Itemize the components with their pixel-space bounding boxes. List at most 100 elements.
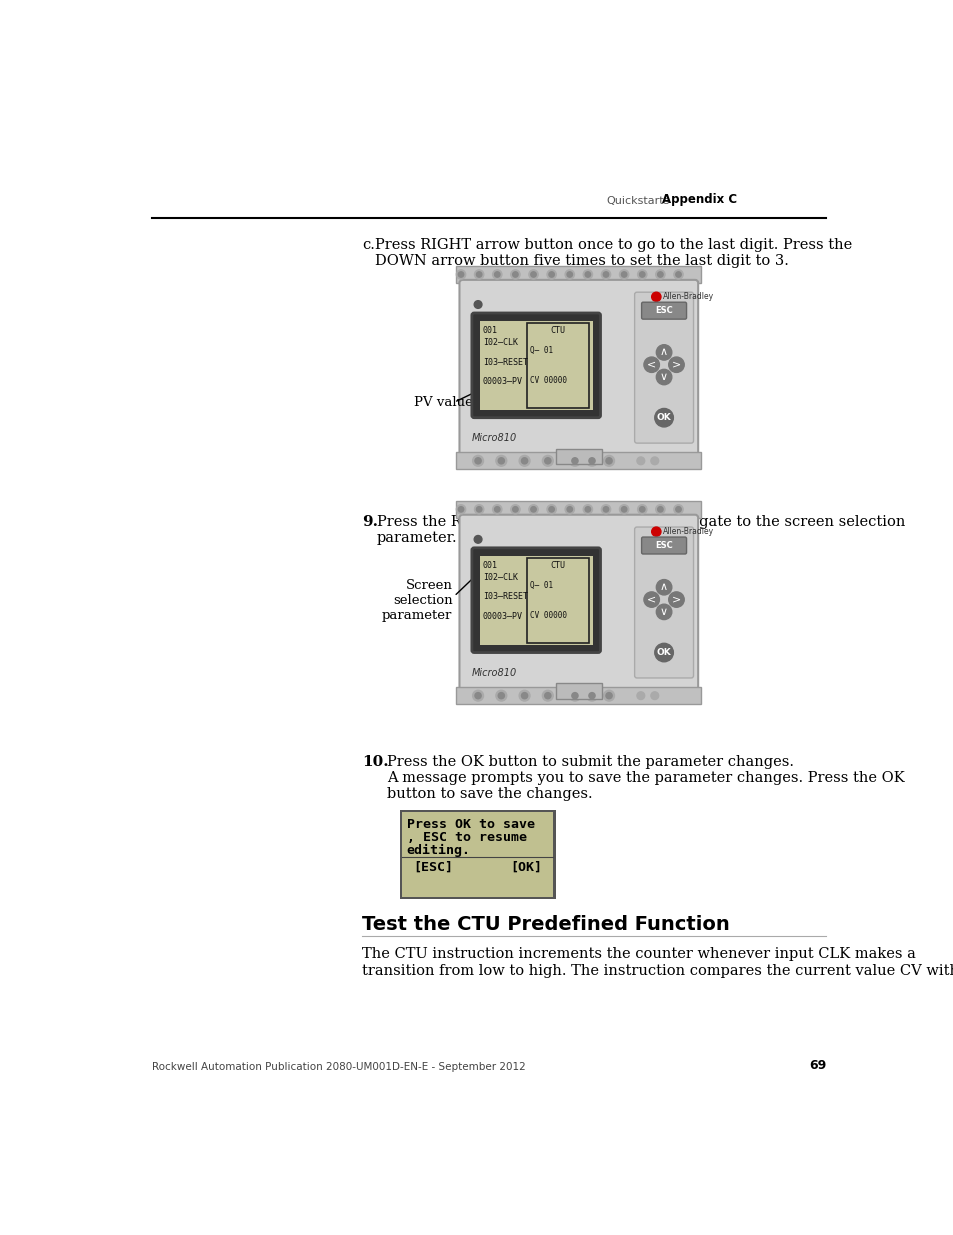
Bar [456, 501, 700, 517]
Circle shape [474, 270, 483, 279]
Text: editing.: editing. [406, 845, 470, 857]
Bar [456, 687, 700, 704]
Circle shape [582, 270, 592, 279]
Circle shape [654, 643, 673, 662]
Circle shape [518, 690, 530, 701]
Text: CTU: CTU [550, 326, 565, 335]
FancyBboxPatch shape [472, 312, 599, 417]
Text: CV 00000: CV 00000 [530, 611, 567, 620]
Circle shape [605, 693, 612, 699]
Text: 001: 001 [482, 561, 497, 569]
Circle shape [605, 458, 612, 464]
Circle shape [650, 692, 658, 699]
Bar [456, 266, 700, 283]
Circle shape [656, 345, 671, 361]
Circle shape [528, 270, 537, 279]
Circle shape [457, 272, 463, 277]
Circle shape [668, 592, 683, 608]
Circle shape [546, 505, 556, 514]
Circle shape [518, 456, 530, 466]
FancyBboxPatch shape [641, 537, 686, 555]
Circle shape [639, 506, 644, 513]
Circle shape [474, 505, 483, 514]
Circle shape [494, 272, 499, 277]
Circle shape [544, 693, 550, 699]
Text: I02—CLK: I02—CLK [482, 338, 517, 347]
Circle shape [656, 369, 671, 385]
Text: 00003—PV: 00003—PV [482, 377, 522, 387]
Text: Micro810: Micro810 [472, 433, 517, 443]
Circle shape [542, 690, 553, 701]
Circle shape [564, 505, 574, 514]
Text: Press the OK button to submit the parameter changes.
A message prompts you to sa: Press the OK button to submit the parame… [386, 755, 903, 802]
Circle shape [618, 505, 628, 514]
Text: Micro810: Micro810 [472, 668, 517, 678]
Circle shape [472, 690, 483, 701]
Text: Press the RIGHT arrow button once to navigate to the screen selection
parameter.: Press the RIGHT arrow button once to nav… [376, 515, 904, 545]
Circle shape [655, 270, 664, 279]
Circle shape [654, 409, 673, 427]
Bar [527, 558, 589, 642]
Circle shape [474, 300, 481, 309]
Text: Quickstarts: Quickstarts [605, 196, 669, 206]
Circle shape [497, 458, 504, 464]
Circle shape [512, 272, 517, 277]
Text: I02—CLK: I02—CLK [482, 573, 517, 582]
Bar [456, 452, 700, 469]
Circle shape [512, 506, 517, 513]
Text: 10.: 10. [361, 755, 388, 769]
Circle shape [639, 272, 644, 277]
Text: Press OK to save: Press OK to save [406, 818, 535, 831]
Circle shape [530, 272, 536, 277]
Circle shape [643, 357, 659, 373]
Bar [555, 683, 601, 699]
Circle shape [668, 357, 683, 373]
Circle shape [602, 506, 608, 513]
FancyBboxPatch shape [641, 303, 686, 319]
Circle shape [475, 458, 480, 464]
Text: 69: 69 [808, 1060, 825, 1072]
Text: Allen-Bradley: Allen-Bradley [662, 293, 714, 301]
Bar [527, 324, 589, 408]
Text: Test the CTU Predefined Function: Test the CTU Predefined Function [361, 915, 729, 934]
Circle shape [618, 270, 628, 279]
Circle shape [475, 693, 480, 699]
Circle shape [673, 505, 682, 514]
Circle shape [657, 506, 662, 513]
Text: ESC: ESC [655, 541, 672, 550]
Circle shape [600, 505, 610, 514]
Text: ∨: ∨ [659, 606, 667, 618]
Circle shape [620, 272, 626, 277]
Circle shape [521, 458, 527, 464]
Circle shape [569, 690, 579, 701]
Circle shape [651, 293, 660, 301]
Circle shape [571, 458, 578, 464]
Text: >: > [671, 594, 680, 605]
Circle shape [655, 505, 664, 514]
Text: ∧: ∧ [659, 582, 667, 593]
Text: Appendix C: Appendix C [661, 193, 736, 206]
Circle shape [603, 456, 614, 466]
Text: ∨: ∨ [659, 372, 667, 382]
Circle shape [528, 505, 537, 514]
Circle shape [476, 272, 481, 277]
Circle shape [602, 272, 608, 277]
Circle shape [603, 690, 614, 701]
Circle shape [497, 693, 504, 699]
Circle shape [586, 456, 597, 466]
Text: ESC: ESC [655, 306, 672, 315]
Circle shape [496, 690, 506, 701]
Circle shape [510, 505, 519, 514]
Text: OK: OK [656, 648, 671, 657]
Circle shape [474, 536, 481, 543]
Circle shape [600, 270, 610, 279]
Text: <: < [646, 594, 656, 605]
Circle shape [584, 272, 590, 277]
Circle shape [582, 505, 592, 514]
Circle shape [571, 693, 578, 699]
Text: I03—RESET: I03—RESET [482, 593, 527, 601]
Circle shape [584, 506, 590, 513]
Circle shape [492, 505, 501, 514]
Text: 9.: 9. [361, 515, 377, 529]
Circle shape [548, 506, 554, 513]
